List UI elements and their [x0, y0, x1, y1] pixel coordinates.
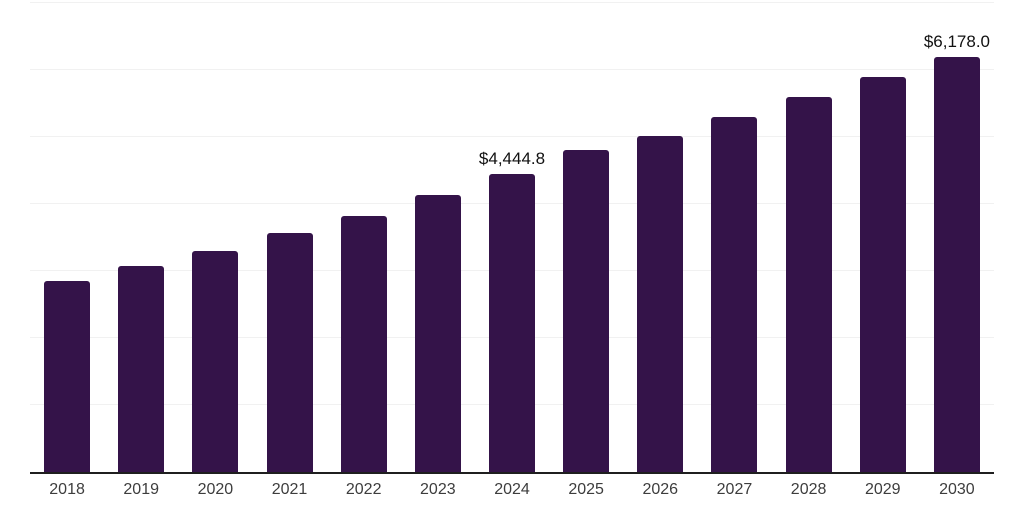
data-label-2024: $4,444.8	[478, 148, 546, 168]
bar-2025	[563, 149, 610, 473]
bar-2026	[637, 135, 684, 473]
x-tick-label-2019: 2019	[123, 481, 159, 498]
gridline-6000	[30, 68, 994, 70]
x-tick-label-2025: 2025	[568, 481, 604, 498]
x-tick-label-2026: 2026	[642, 481, 679, 498]
x-axis-line	[30, 472, 994, 474]
bar-2018	[44, 280, 91, 473]
bar-2023	[414, 195, 461, 473]
bar-2028	[785, 96, 832, 473]
x-tick-label-2023: 2023	[420, 481, 456, 498]
bar-2030	[933, 57, 980, 473]
bar-2024	[489, 173, 535, 473]
bar-2029	[859, 77, 906, 473]
x-tick-label-2029: 2029	[864, 481, 901, 498]
data-label-2030: $6,178.0	[923, 32, 991, 52]
x-tick-label-2030: 2030	[939, 481, 975, 498]
x-tick-label-2024: 2024	[494, 481, 530, 498]
bar-2020	[192, 251, 239, 473]
x-tick-label-2028: 2028	[790, 481, 827, 498]
gridline-7000	[30, 1, 994, 3]
bar-2022	[340, 215, 387, 473]
bar-2021	[266, 232, 313, 473]
x-tick-label-2018: 2018	[49, 481, 85, 498]
x-tick-label-2020: 2020	[197, 481, 234, 498]
x-tick-label-2021: 2021	[271, 481, 308, 498]
bar-2027	[711, 116, 758, 473]
gridline-5000	[30, 135, 994, 137]
bar-2019	[118, 265, 165, 473]
x-tick-label-2022: 2022	[345, 481, 382, 498]
x-tick-label-2027: 2027	[716, 481, 753, 498]
